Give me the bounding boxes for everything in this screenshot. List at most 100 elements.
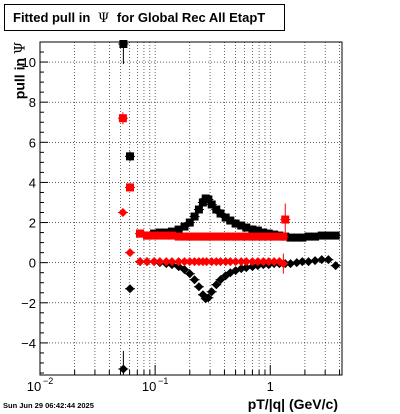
y-tick-label: 10 (22, 55, 36, 70)
series-0-point (216, 209, 225, 218)
series-3-point (278, 259, 288, 269)
series-3-point (174, 257, 184, 267)
series-1-point (226, 232, 235, 241)
series-1-point (237, 232, 246, 241)
series-0-point (231, 219, 240, 228)
series-3-point (264, 257, 274, 267)
series-3-point (258, 257, 268, 267)
series-1-point (136, 229, 145, 238)
series-2-point (292, 258, 302, 268)
chart-title: Fitted pull in Ψ for Global Rec All Etap… (4, 4, 285, 31)
series-1-point (231, 232, 240, 241)
x-axis-label: pT/|q| (GeV/c) (247, 396, 338, 412)
series-0-point (242, 223, 251, 232)
x-tick-label-exponent: −1 (158, 376, 168, 386)
series-3-point (236, 257, 246, 267)
series-1-point (155, 231, 164, 240)
series-0-point (221, 213, 230, 222)
title-prefix: Fitted pull in (13, 10, 91, 25)
series-0-point (207, 200, 216, 209)
series-3-point (253, 257, 263, 267)
series-2-point (241, 263, 251, 273)
series-0-point (298, 233, 307, 242)
y-tick-label: −4 (21, 336, 36, 351)
series-0-point (304, 232, 313, 241)
series-3-point (142, 257, 152, 267)
series-1-point (167, 231, 176, 240)
series-0-point (125, 152, 134, 161)
series-3-point (216, 257, 226, 267)
series-0-point (174, 225, 183, 234)
series-0-point (190, 212, 199, 221)
series-2-point (125, 284, 135, 294)
series-3-point (125, 248, 135, 258)
series-2-point (216, 275, 226, 285)
series-0-point (253, 226, 262, 235)
series-3-point (118, 208, 128, 218)
series-1-point (264, 232, 273, 241)
series-2-point (304, 257, 314, 267)
series-0-point (237, 221, 246, 230)
series-2-point (297, 257, 307, 267)
series-2-point (190, 275, 200, 285)
series-3-point (155, 257, 165, 267)
y-axis-label-text: pull in (11, 57, 28, 100)
series-2-point (211, 280, 221, 290)
series-0-point (317, 231, 326, 240)
plot-frame (39, 41, 343, 376)
series-1-point (281, 215, 290, 224)
series-2-point (317, 255, 327, 265)
series-1-point (279, 232, 288, 241)
series-1-point (142, 231, 151, 240)
series-1-point (125, 183, 134, 192)
x-tick-label-exponent: −2 (43, 376, 53, 386)
x-tick-label: 1 (267, 379, 274, 394)
series-3-point (225, 257, 235, 267)
series-0-point (198, 198, 207, 207)
series-3-point (149, 257, 159, 267)
series-2-point (286, 259, 296, 269)
y-tick-label: 0 (29, 256, 36, 271)
series-0-point (324, 231, 333, 240)
series-2-point (310, 256, 320, 266)
series-3-point (269, 257, 279, 267)
series-0-point (185, 218, 194, 227)
x-tick-label: 10 (27, 379, 41, 394)
series-2-point (203, 293, 213, 303)
series-3-point (247, 257, 257, 267)
series-0-point (226, 216, 235, 225)
series-1-point (248, 232, 257, 241)
y-axis-label: pull in Ψ (12, 31, 29, 111)
series-2-point (331, 261, 341, 271)
y-tick-label: 8 (29, 95, 36, 110)
series-1-point (202, 232, 211, 241)
series-0-point (311, 232, 320, 241)
series-0-point (331, 231, 340, 240)
series-0-point (180, 222, 189, 231)
y-axis-label-psi: Ψ (12, 41, 29, 55)
series-0-point (248, 225, 257, 234)
series-2-point (194, 282, 204, 292)
series-2-point (118, 364, 128, 374)
y-tick-label: 6 (29, 135, 36, 150)
series-3-point (180, 257, 190, 267)
series-0-point (286, 233, 295, 242)
series-0-point (212, 205, 221, 214)
series-3-point (167, 257, 177, 267)
series-1-point (118, 114, 127, 123)
title-suffix: for Global Rec All EtapT (116, 10, 266, 25)
series-3-point (231, 257, 241, 267)
series-0-point (119, 40, 128, 49)
series-3-point (202, 257, 212, 267)
y-tick-label: 4 (29, 175, 36, 190)
series-0-point (204, 195, 213, 204)
series-2-point (207, 287, 217, 297)
y-tick-label: 2 (29, 216, 36, 231)
y-tick-label: −2 (21, 296, 36, 311)
x-tick-label: 10 (142, 379, 156, 394)
series-2-point (323, 255, 333, 265)
series-0-point (167, 227, 176, 236)
series-3-point (241, 257, 251, 267)
series-1-point (162, 231, 171, 240)
